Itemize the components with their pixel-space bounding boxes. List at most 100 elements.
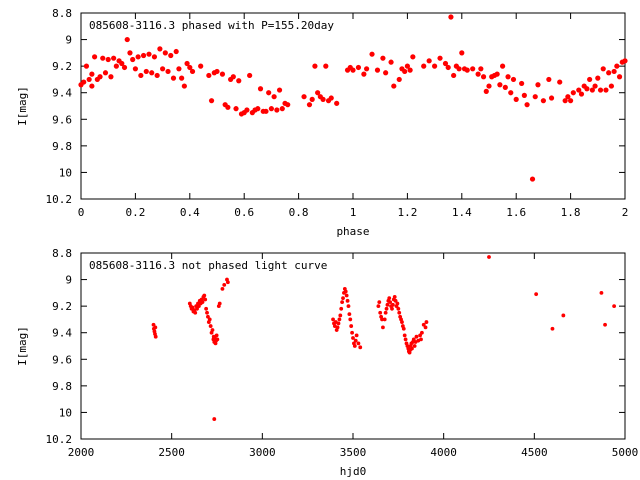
data-point [230,74,236,80]
data-point [568,98,574,104]
data-point [132,66,138,72]
data-point [377,300,382,305]
y-tick-label: 8.8 [52,247,72,260]
data-point [396,76,402,83]
data-point [193,310,198,315]
data-point [589,87,595,93]
data-point [448,14,454,20]
x-axis-label: phase [336,225,369,238]
data-point [411,337,416,342]
data-point [622,58,628,64]
x-tick-label: 5000 [612,446,639,459]
data-point [383,70,389,76]
data-point [276,87,283,93]
data-point [464,67,470,73]
data-point [494,71,500,77]
data-point [487,255,491,259]
chart-title: 085608-3116.3 phased with P=155.20day [89,19,334,32]
data-point [257,86,264,92]
data-point [354,333,359,338]
data-point [130,56,136,63]
data-point [340,300,345,305]
data-point [442,60,449,67]
data-point [358,345,363,350]
data-point [380,317,384,322]
data-point [486,83,492,89]
data-point [353,338,358,343]
data-point [162,50,168,56]
data-point [204,306,209,311]
data-point [89,71,95,77]
data-point [285,102,291,108]
data-point [335,325,340,330]
data-point [565,94,571,100]
data-point [233,106,239,112]
x-tick-label: 1.8 [561,206,581,219]
data-point [612,304,617,309]
data-point [576,87,582,93]
data-point [402,68,408,75]
x-tick-label: 0.6 [234,206,254,219]
data-point [603,322,607,327]
x-tick-label: 4500 [521,446,548,459]
data-point [500,63,506,69]
y-axis-label: I[mag] [16,86,29,126]
data-point [419,337,423,342]
data-point [86,76,92,83]
data-point [247,72,253,79]
data-point [470,66,476,72]
y-tick-label: 10 [59,406,72,419]
data-point [153,334,158,339]
data-point [337,317,342,322]
chart-title: 085608-3116.3 not phased light curve [89,259,327,272]
data-point [424,320,429,324]
data-point [215,337,220,342]
data-point [606,70,612,76]
data-point [381,325,385,330]
x-tick-label: 1.4 [452,206,472,219]
data-point [402,333,407,338]
data-point [206,72,212,79]
y-tick-label: 10.2 [46,433,73,446]
data-point [196,304,201,309]
data-point [113,63,119,69]
data-point [347,312,352,317]
data-point [418,333,422,338]
data-point [505,74,511,80]
data-point [426,58,432,64]
data-point [393,298,398,303]
data-point [421,63,427,69]
data-point [397,310,402,315]
data-point [383,310,388,315]
data-point [151,322,156,327]
data-point [355,64,362,71]
data-point [331,317,335,322]
data-point [364,66,370,72]
data-points [78,14,628,182]
phased-light-curve-panel: 8.8 9 9.2 9.4 9.6 9.8 10 10.2 0 0.2 0.4 0.6 0.8 1 1.2… [16,7,628,238]
data-point [400,320,404,324]
y-tick-label: 9.8 [52,140,72,153]
data-point [421,322,426,327]
data-point [562,98,568,104]
data-point [378,310,383,315]
x-tick-label: 2000 [68,446,95,459]
x-tick-label: 0.2 [125,206,145,219]
y-tick-label: 9 [65,34,72,47]
data-point [127,50,133,56]
data-point [570,90,576,96]
data-point [268,106,274,112]
data-point [140,52,147,59]
data-point [341,296,345,301]
data-point [165,68,171,75]
data-point [138,72,144,79]
data-point [189,68,196,75]
x-tick-label: 2500 [158,446,185,459]
data-point [459,50,465,56]
data-point [395,301,400,306]
data-point [451,72,457,79]
data-point [611,68,617,75]
data-point [352,344,357,348]
data-point [437,55,443,61]
